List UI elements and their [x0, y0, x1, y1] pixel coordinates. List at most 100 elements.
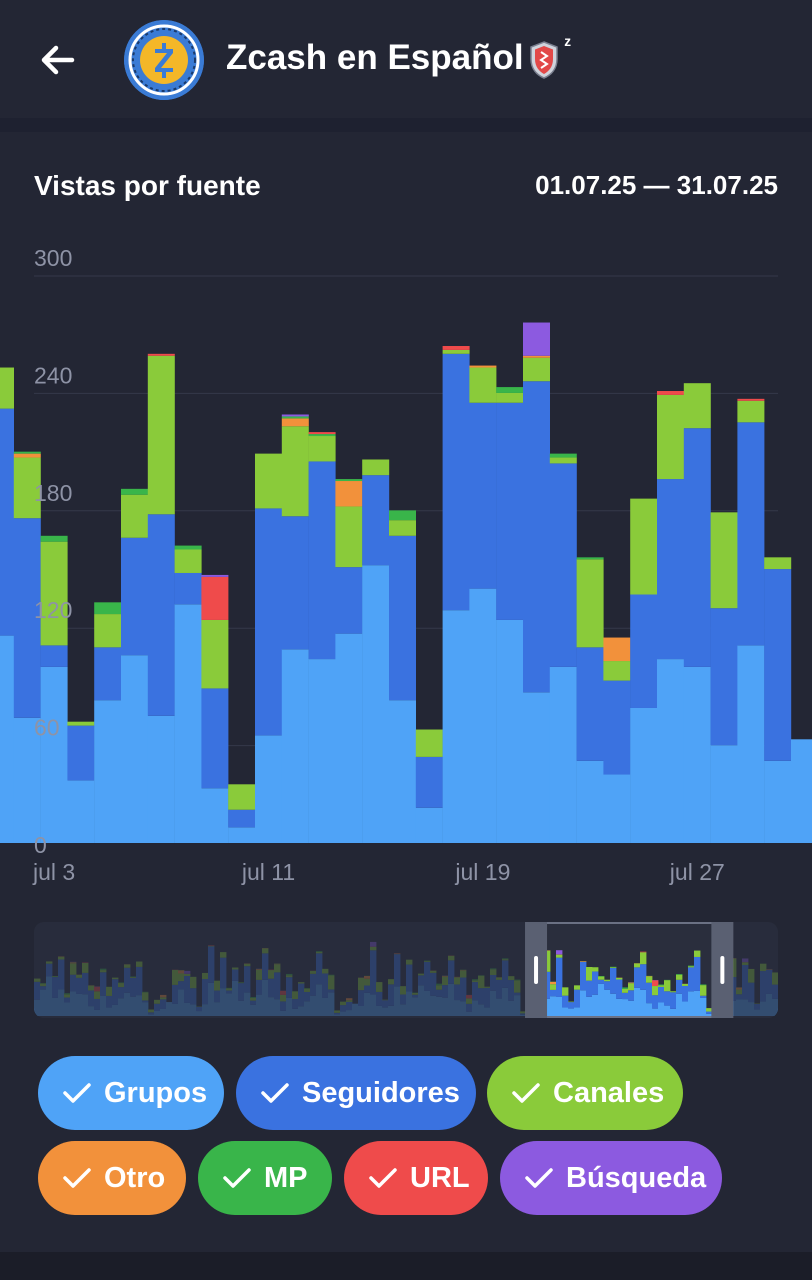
- legend-chip-otro[interactable]: Otro: [38, 1141, 186, 1215]
- bar-segment[interactable]: [0, 635, 14, 843]
- bar-segment[interactable]: [549, 457, 577, 464]
- bar-segment[interactable]: [13, 717, 41, 843]
- bar-segment[interactable]: [281, 418, 309, 427]
- bar-segment[interactable]: [174, 545, 202, 550]
- bar-segment[interactable]: [335, 479, 363, 482]
- bar-segment[interactable]: [791, 739, 812, 843]
- legend-chip-búsqueda[interactable]: Búsqueda: [500, 1141, 722, 1215]
- bar-segment[interactable]: [657, 659, 684, 843]
- bar-segment[interactable]: [523, 357, 550, 382]
- bar-segment[interactable]: [67, 780, 95, 843]
- arrow-left-icon[interactable]: [36, 38, 80, 82]
- bar-segment[interactable]: [121, 655, 148, 843]
- bar-segment[interactable]: [255, 508, 282, 736]
- bar-segment[interactable]: [94, 647, 122, 701]
- date-range[interactable]: 01.07.25 — 31.07.25: [535, 170, 778, 200]
- bar-segment[interactable]: [442, 349, 470, 354]
- bar-segment[interactable]: [549, 463, 577, 667]
- legend-chip-canales[interactable]: Canales: [487, 1056, 683, 1130]
- bar-segment[interactable]: [40, 541, 68, 646]
- bar-segment[interactable]: [576, 647, 604, 761]
- bar-segment[interactable]: [630, 498, 658, 595]
- bar-segment[interactable]: [710, 745, 738, 843]
- bar-segment[interactable]: [415, 729, 443, 757]
- bar-segment[interactable]: [549, 666, 577, 843]
- bar-segment[interactable]: [415, 807, 443, 843]
- bar-segment[interactable]: [415, 756, 443, 808]
- bar-segment[interactable]: [683, 428, 711, 667]
- bar-segment[interactable]: [147, 514, 175, 716]
- bar-segment[interactable]: [683, 666, 711, 843]
- bar-segment[interactable]: [335, 567, 363, 634]
- bar-segment[interactable]: [281, 649, 309, 843]
- bar-segment[interactable]: [147, 715, 175, 843]
- bar-segment[interactable]: [308, 432, 336, 435]
- bar-segment[interactable]: [255, 453, 282, 509]
- bar-segment[interactable]: [147, 355, 175, 515]
- bar-segment[interactable]: [657, 479, 684, 660]
- bar-segment[interactable]: [389, 520, 416, 536]
- bar-segment[interactable]: [603, 637, 631, 662]
- bar-segment[interactable]: [201, 619, 229, 689]
- bar-segment[interactable]: [281, 426, 309, 517]
- bar-segment[interactable]: [40, 666, 68, 843]
- bar-segment[interactable]: [737, 400, 765, 423]
- bar-segment[interactable]: [308, 434, 336, 437]
- legend-chip-grupos[interactable]: Grupos: [38, 1056, 224, 1130]
- bar-segment[interactable]: [737, 398, 765, 401]
- range-navigator[interactable]: [34, 922, 778, 1018]
- bar-segment[interactable]: [362, 459, 390, 476]
- bar-segment[interactable]: [710, 608, 738, 746]
- bar-segment[interactable]: [657, 391, 684, 395]
- bar-segment[interactable]: [174, 604, 202, 843]
- bar-segment[interactable]: [228, 827, 256, 843]
- bar-segment[interactable]: [201, 574, 229, 577]
- bar-segment[interactable]: [335, 633, 363, 843]
- bar-segment[interactable]: [496, 392, 524, 403]
- bar-segment[interactable]: [576, 559, 604, 648]
- bar-segment[interactable]: [40, 645, 68, 667]
- bar-segment[interactable]: [308, 659, 336, 843]
- bar-segment[interactable]: [496, 387, 524, 393]
- bar-segment[interactable]: [442, 353, 470, 611]
- bar-segment[interactable]: [657, 394, 684, 480]
- legend-chip-url[interactable]: URL: [344, 1141, 488, 1215]
- bar-segment[interactable]: [201, 688, 229, 789]
- navigator-dim-region[interactable]: [733, 922, 778, 1018]
- bar-segment[interactable]: [630, 594, 658, 708]
- bar-segment[interactable]: [496, 402, 524, 620]
- bar-segment[interactable]: [737, 645, 765, 843]
- bar-segment[interactable]: [362, 475, 390, 566]
- bar-segment[interactable]: [549, 453, 577, 458]
- bar-segment[interactable]: [469, 402, 497, 589]
- bar-segment[interactable]: [0, 367, 14, 409]
- bar-segment[interactable]: [469, 365, 497, 368]
- navigator-minichart[interactable]: [34, 922, 778, 1018]
- bar-segment[interactable]: [308, 461, 336, 660]
- bar-segment[interactable]: [308, 436, 336, 462]
- bar-segment[interactable]: [201, 788, 229, 843]
- bar-segment[interactable]: [710, 512, 738, 609]
- legend-chip-seguidores[interactable]: Seguidores: [236, 1056, 476, 1130]
- bar-segment[interactable]: [764, 760, 792, 843]
- bar-segment[interactable]: [389, 510, 416, 521]
- bar-segment[interactable]: [389, 700, 416, 843]
- bar-segment[interactable]: [281, 516, 309, 650]
- bar-segment[interactable]: [13, 457, 41, 519]
- bar-segment[interactable]: [94, 602, 122, 615]
- bar-segment[interactable]: [67, 725, 95, 781]
- bar-segment[interactable]: [603, 774, 631, 843]
- bar-segment[interactable]: [523, 381, 550, 693]
- bar-segment[interactable]: [147, 353, 175, 356]
- bar-segment[interactable]: [13, 453, 41, 458]
- bar-segment[interactable]: [523, 322, 550, 356]
- bar-segment[interactable]: [281, 416, 309, 419]
- bar-segment[interactable]: [121, 537, 148, 656]
- bar-segment[interactable]: [764, 569, 792, 761]
- bar-segment[interactable]: [121, 494, 148, 538]
- bar-segment[interactable]: [228, 784, 256, 810]
- bar-segment[interactable]: [174, 549, 202, 573]
- bar-segment[interactable]: [40, 535, 68, 542]
- bar-segment[interactable]: [13, 451, 41, 454]
- bar-segment[interactable]: [737, 422, 765, 646]
